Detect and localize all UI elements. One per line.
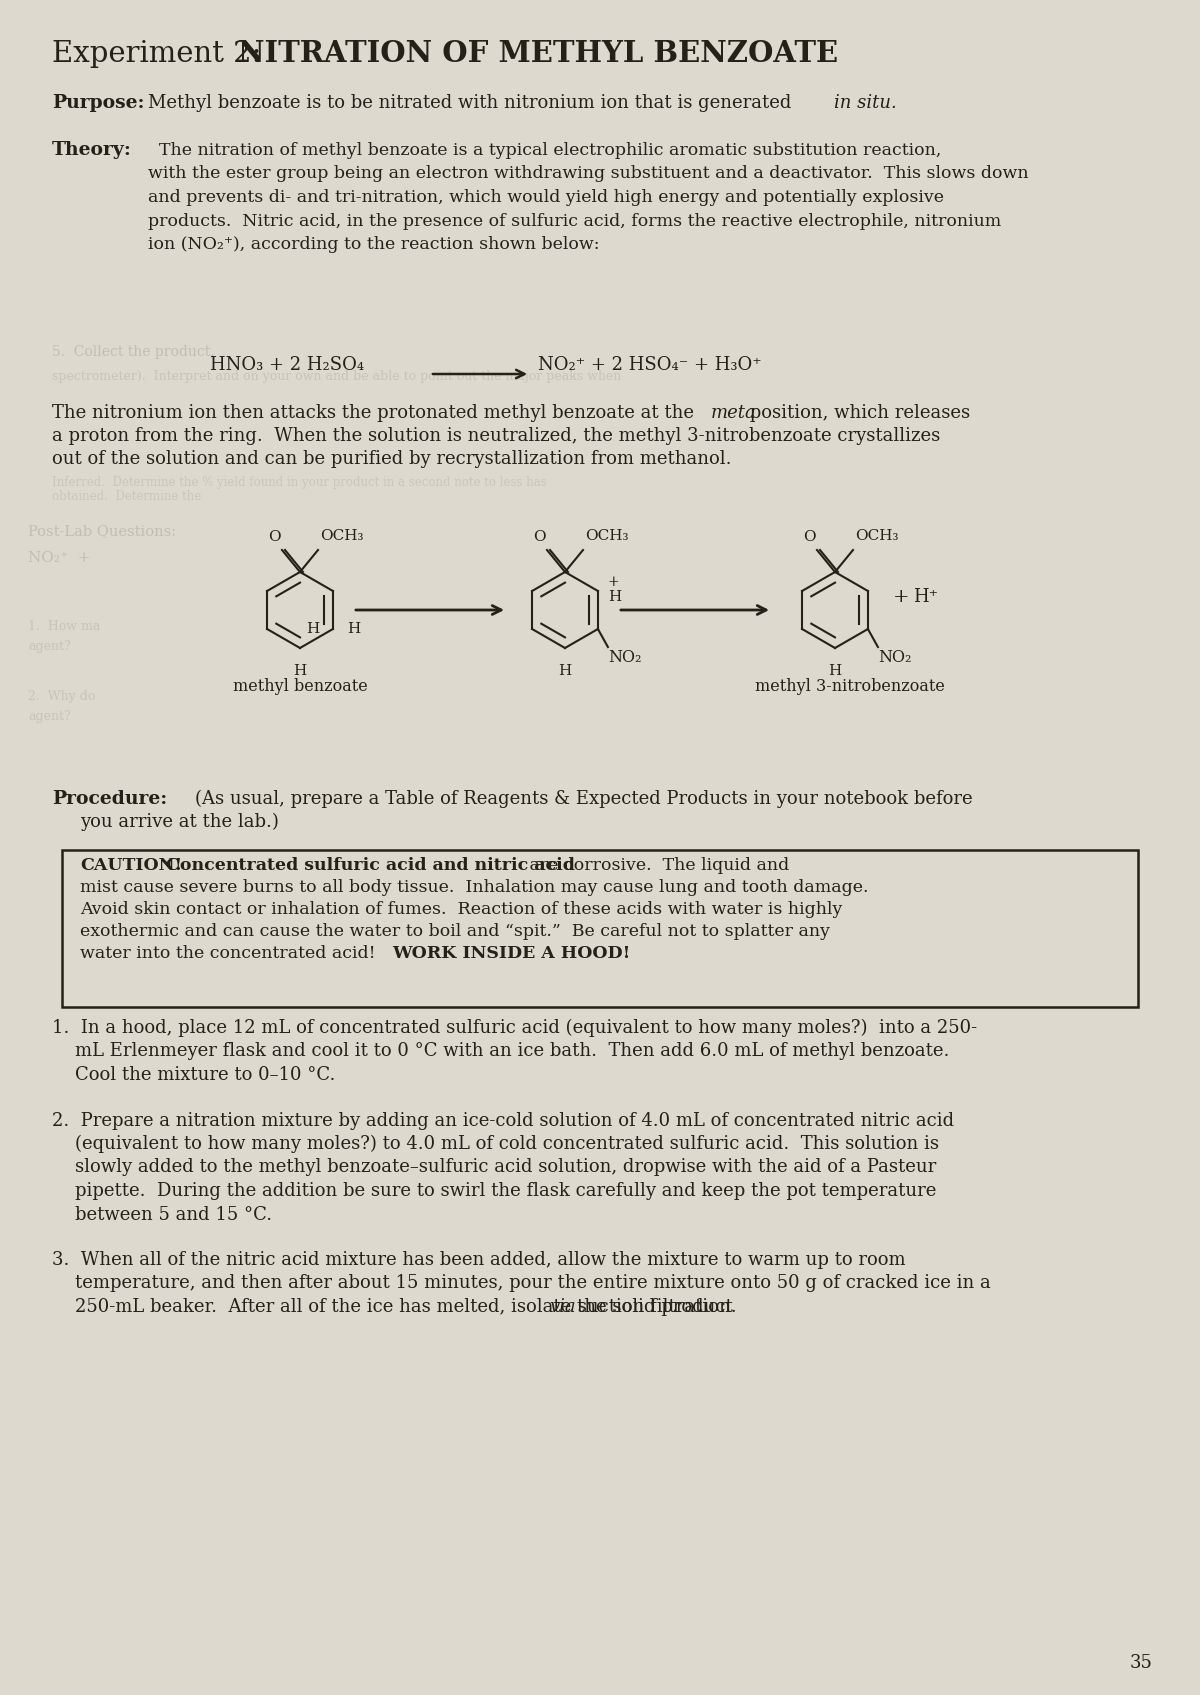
Text: agent?: agent? <box>28 710 71 724</box>
Text: H: H <box>347 622 360 636</box>
Text: OCH₃: OCH₃ <box>854 529 899 542</box>
Text: via: via <box>550 1298 576 1315</box>
Text: OCH₃: OCH₃ <box>586 529 629 542</box>
Text: 1.  In a hood, place 12 mL of concentrated sulfuric acid (equivalent to how many: 1. In a hood, place 12 mL of concentrate… <box>52 1019 977 1037</box>
Text: a proton from the ring.  When the solution is neutralized, the methyl 3-nitroben: a proton from the ring. When the solutio… <box>52 427 941 446</box>
Text: H: H <box>608 590 622 603</box>
Text: (As usual, prepare a Table of Reagents & Expected Products in your notebook befo: (As usual, prepare a Table of Reagents &… <box>194 790 973 809</box>
Text: slowly added to the methyl benzoate–sulfuric acid solution, dropwise with the ai: slowly added to the methyl benzoate–sulf… <box>52 1158 936 1176</box>
Text: +: + <box>893 588 910 607</box>
Text: ion (NO₂⁺), according to the reaction shown below:: ion (NO₂⁺), according to the reaction sh… <box>148 236 600 253</box>
Text: Experiment 2:: Experiment 2: <box>52 41 271 68</box>
Text: WORK INSIDE A HOOD!: WORK INSIDE A HOOD! <box>392 946 630 963</box>
Text: between 5 and 15 °C.: between 5 and 15 °C. <box>52 1205 272 1224</box>
Text: obtained.  Determine the: obtained. Determine the <box>52 490 202 503</box>
Text: methyl benzoate: methyl benzoate <box>233 678 367 695</box>
Text: meta: meta <box>710 403 757 422</box>
Text: 2.  Prepare a nitration mixture by adding an ice-cold solution of 4.0 mL of conc: 2. Prepare a nitration mixture by adding… <box>52 1112 954 1129</box>
Text: H: H <box>306 622 319 636</box>
Text: 2.  Why do: 2. Why do <box>28 690 95 703</box>
Text: The nitronium ion then attacks the protonated methyl benzoate at the: The nitronium ion then attacks the proto… <box>52 403 700 422</box>
Text: H: H <box>558 664 571 678</box>
Text: Post-Lab Questions:: Post-Lab Questions: <box>28 524 176 537</box>
Text: Purpose:: Purpose: <box>52 93 144 112</box>
Text: 35: 35 <box>1130 1654 1153 1671</box>
Text: CAUTION!: CAUTION! <box>80 858 182 875</box>
Text: 5.  Collect the product,: 5. Collect the product, <box>52 346 215 359</box>
Text: OCH₃: OCH₃ <box>320 529 364 542</box>
Text: Avoid skin contact or inhalation of fumes.  Reaction of these acids with water i: Avoid skin contact or inhalation of fume… <box>80 902 842 919</box>
Text: Procedure:: Procedure: <box>52 790 167 809</box>
Text: Cool the mixture to 0–10 °C.: Cool the mixture to 0–10 °C. <box>52 1066 335 1085</box>
Text: NITRATION OF METHYL BENZOATE: NITRATION OF METHYL BENZOATE <box>238 39 838 68</box>
Text: O: O <box>533 531 545 544</box>
Text: mist cause severe burns to all body tissue.  Inhalation may cause lung and tooth: mist cause severe burns to all body tiss… <box>80 880 869 897</box>
Text: NO₂: NO₂ <box>608 649 642 666</box>
Text: Inferred.  Determine the % yield found in your product in a second note to less : Inferred. Determine the % yield found in… <box>52 476 547 488</box>
Bar <box>62 849 1138 1007</box>
Text: Concentrated sulfuric acid and nitric acid: Concentrated sulfuric acid and nitric ac… <box>154 858 575 875</box>
Text: (equivalent to how many moles?) to 4.0 mL of cold concentrated sulfuric acid.  T: (equivalent to how many moles?) to 4.0 m… <box>52 1134 940 1153</box>
Text: position, which releases: position, which releases <box>744 403 970 422</box>
Text: H⁺: H⁺ <box>913 588 938 607</box>
Text: +: + <box>608 575 619 588</box>
Text: Theory:: Theory: <box>52 141 132 159</box>
Text: mL Erlenmeyer flask and cool it to 0 °C with an ice bath.  Then add 6.0 mL of me: mL Erlenmeyer flask and cool it to 0 °C … <box>52 1042 949 1061</box>
Text: NO₂: NO₂ <box>878 649 912 666</box>
Text: O: O <box>268 531 281 544</box>
Text: Methyl benzoate is to be nitrated with nitronium ion that is generated: Methyl benzoate is to be nitrated with n… <box>148 93 797 112</box>
Text: you arrive at the lab.): you arrive at the lab.) <box>80 812 278 831</box>
Text: HNO₃ + 2 H₂SO₄: HNO₃ + 2 H₂SO₄ <box>210 356 364 375</box>
Text: suction filtration.: suction filtration. <box>571 1298 737 1315</box>
Text: 3.  When all of the nitric acid mixture has been added, allow the mixture to war: 3. When all of the nitric acid mixture h… <box>52 1251 906 1270</box>
Text: in situ.: in situ. <box>834 93 896 112</box>
Text: are corrosive.  The liquid and: are corrosive. The liquid and <box>524 858 790 875</box>
Text: 250-mL beaker.  After all of the ice has melted, isolate the solid product: 250-mL beaker. After all of the ice has … <box>52 1298 738 1315</box>
Text: agent?: agent? <box>28 641 71 653</box>
Text: The nitration of methyl benzoate is a typical electrophilic aromatic substitutio: The nitration of methyl benzoate is a ty… <box>148 142 941 159</box>
Text: products.  Nitric acid, in the presence of sulfuric acid, forms the reactive ele: products. Nitric acid, in the presence o… <box>148 212 1001 229</box>
Text: pipette.  During the addition be sure to swirl the flask carefully and keep the : pipette. During the addition be sure to … <box>52 1181 936 1200</box>
Text: exothermic and can cause the water to boil and “spit.”  Be careful not to splatt: exothermic and can cause the water to bo… <box>80 924 830 941</box>
Text: 1.  How ma: 1. How ma <box>28 620 101 632</box>
Text: spectrometer).  Interpret and on your own and be able to point out the major pea: spectrometer). Interpret and on your own… <box>52 370 622 383</box>
Text: H: H <box>828 664 841 678</box>
Text: H: H <box>293 664 307 678</box>
Text: O: O <box>803 531 815 544</box>
Text: out of the solution and can be purified by recrystallization from methanol.: out of the solution and can be purified … <box>52 449 732 468</box>
Text: methyl 3-nitrobenzoate: methyl 3-nitrobenzoate <box>755 678 944 695</box>
Text: temperature, and then after about 15 minutes, pour the entire mixture onto 50 g : temperature, and then after about 15 min… <box>52 1275 991 1293</box>
Text: water into the concentrated acid!: water into the concentrated acid! <box>80 946 386 963</box>
Text: and prevents di- and tri-nitration, which would yield high energy and potentiall: and prevents di- and tri-nitration, whic… <box>148 190 944 207</box>
Text: NO₂⁺  +: NO₂⁺ + <box>28 551 90 564</box>
Text: with the ester group being an electron withdrawing substituent and a deactivator: with the ester group being an electron w… <box>148 166 1028 183</box>
Text: NO₂⁺ + 2 HSO₄⁻ + H₃O⁺: NO₂⁺ + 2 HSO₄⁻ + H₃O⁺ <box>538 356 762 375</box>
